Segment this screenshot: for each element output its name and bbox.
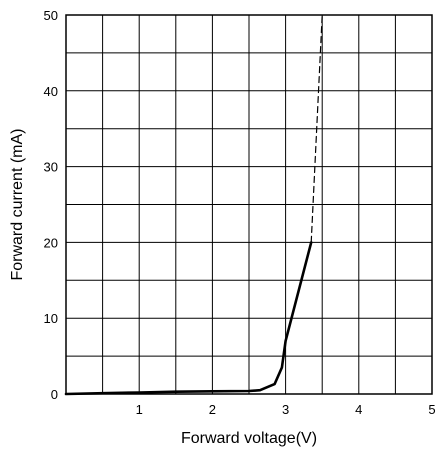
y-tick-label: 40 xyxy=(44,84,58,99)
x-tick-label: 4 xyxy=(355,402,362,417)
x-tick-label: 2 xyxy=(209,402,216,417)
y-tick-label: 50 xyxy=(44,8,58,23)
grid-lines xyxy=(66,15,432,394)
y-tick-label: 10 xyxy=(44,311,58,326)
x-tick-label: 1 xyxy=(136,402,143,417)
y-axis-title: Forward current (mA) xyxy=(9,128,26,280)
plot-series xyxy=(64,14,323,396)
plot-frame xyxy=(65,14,433,395)
y-tick-label: 20 xyxy=(44,235,58,250)
y-tick-label: 30 xyxy=(44,160,58,175)
y-tick-label: 0 xyxy=(51,387,58,402)
x-tick-label: 3 xyxy=(282,402,289,417)
series-line-dashed xyxy=(310,14,323,243)
series-line-solid xyxy=(64,241,313,396)
x-axis-title: Forward voltage(V) xyxy=(181,430,317,447)
x-tick-label: 5 xyxy=(428,402,435,417)
